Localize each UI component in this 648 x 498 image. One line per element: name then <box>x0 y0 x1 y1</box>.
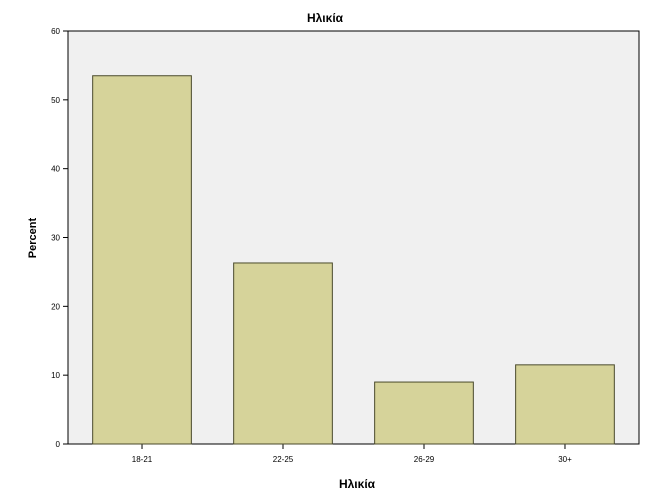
x-axis-label: Ηλικία <box>339 477 376 491</box>
y-tick-label: 0 <box>56 440 61 449</box>
y-tick-label: 30 <box>51 234 60 243</box>
bar <box>374 381 474 445</box>
bar <box>233 262 333 445</box>
bars-group <box>92 75 615 445</box>
y-tick-label: 50 <box>51 96 60 105</box>
y-tick-label: 10 <box>51 371 60 380</box>
x-tick-label: 22-25 <box>273 455 294 464</box>
y-tick-label: 20 <box>51 302 60 311</box>
y-tick-label: 60 <box>51 27 60 36</box>
chart-title: Ηλικία <box>307 11 344 25</box>
bar <box>92 75 192 445</box>
y-axis: 0 10 20 30 40 50 60 <box>51 27 68 449</box>
x-axis: 18-21 22-25 26-29 30+ <box>132 444 572 464</box>
y-axis-label: Percent <box>27 217 39 258</box>
y-tick-label: 40 <box>51 165 60 174</box>
x-tick-label: 26-29 <box>414 455 435 464</box>
x-tick-label: 30+ <box>558 455 572 464</box>
bar <box>515 364 615 445</box>
x-tick-label: 18-21 <box>132 455 153 464</box>
